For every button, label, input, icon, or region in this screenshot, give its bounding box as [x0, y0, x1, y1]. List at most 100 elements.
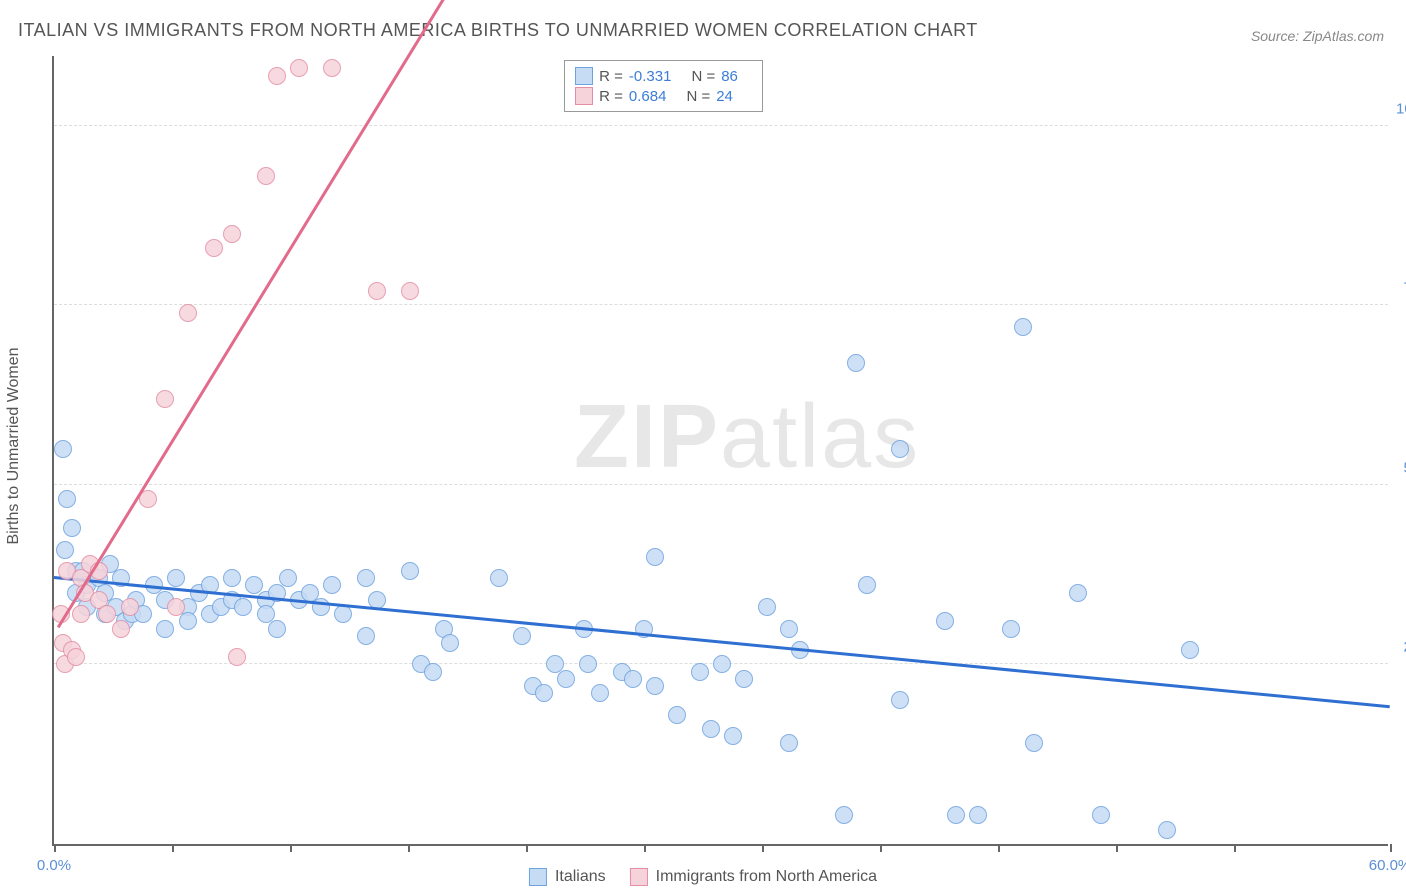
- data-point: [279, 569, 297, 587]
- data-point: [67, 648, 85, 666]
- data-point: [758, 598, 776, 616]
- n-label: N =: [686, 88, 710, 105]
- data-point: [891, 440, 909, 458]
- data-point: [780, 734, 798, 752]
- data-point: [156, 620, 174, 638]
- y-tick-label: 50.0%: [1396, 459, 1406, 476]
- data-point: [1025, 734, 1043, 752]
- x-tick: [644, 844, 646, 852]
- legend-item: Immigrants from North America: [630, 868, 877, 886]
- data-point: [98, 605, 116, 623]
- data-point: [780, 620, 798, 638]
- y-axis-label: Births to Unmarried Women: [5, 347, 23, 544]
- legend-swatch: [529, 868, 547, 886]
- n-value: 86: [721, 68, 738, 85]
- x-tick: [290, 844, 292, 852]
- data-point: [858, 576, 876, 594]
- trend-line: [57, 0, 455, 628]
- data-point: [969, 806, 987, 824]
- x-tick: [408, 844, 410, 852]
- legend-swatch: [575, 87, 593, 105]
- y-tick-label: 100.0%: [1396, 100, 1406, 117]
- data-point: [179, 304, 197, 322]
- legend-label: Immigrants from North America: [656, 868, 877, 886]
- data-point: [121, 598, 139, 616]
- data-point: [257, 167, 275, 185]
- r-value: 0.684: [629, 88, 667, 105]
- data-point: [535, 684, 553, 702]
- legend-stats: R =-0.331N =86R =0.684N =24: [564, 60, 763, 112]
- watermark: ZIPatlas: [574, 386, 920, 489]
- r-value: -0.331: [629, 68, 672, 85]
- data-point: [713, 655, 731, 673]
- data-point: [624, 670, 642, 688]
- legend-item: Italians: [529, 868, 606, 886]
- data-point: [1158, 821, 1176, 839]
- data-point: [401, 282, 419, 300]
- data-point: [223, 569, 241, 587]
- data-point: [357, 569, 375, 587]
- legend-swatch: [575, 67, 593, 85]
- x-tick-label: 0.0%: [37, 857, 71, 874]
- data-point: [228, 648, 246, 666]
- data-point: [936, 612, 954, 630]
- chart-container: ITALIAN VS IMMIGRANTS FROM NORTH AMERICA…: [0, 0, 1406, 892]
- data-point: [323, 576, 341, 594]
- data-point: [668, 706, 686, 724]
- x-tick: [526, 844, 528, 852]
- data-point: [835, 806, 853, 824]
- data-point: [223, 225, 241, 243]
- x-tick: [1390, 844, 1392, 852]
- data-point: [891, 691, 909, 709]
- data-point: [268, 67, 286, 85]
- data-point: [646, 548, 664, 566]
- x-tick: [880, 844, 882, 852]
- data-point: [72, 605, 90, 623]
- n-label: N =: [691, 68, 715, 85]
- data-point: [323, 59, 341, 77]
- data-point: [702, 720, 720, 738]
- x-tick: [998, 844, 1000, 852]
- data-point: [156, 390, 174, 408]
- data-point: [205, 239, 223, 257]
- n-value: 24: [716, 88, 733, 105]
- data-point: [268, 620, 286, 638]
- data-point: [167, 569, 185, 587]
- data-point: [58, 490, 76, 508]
- x-tick-label: 60.0%: [1369, 857, 1406, 874]
- r-label: R =: [599, 68, 623, 85]
- data-point: [63, 519, 81, 537]
- data-point: [591, 684, 609, 702]
- gridline: [54, 125, 1388, 126]
- y-tick-label: 25.0%: [1396, 639, 1406, 656]
- x-tick: [1116, 844, 1118, 852]
- data-point: [368, 282, 386, 300]
- data-point: [167, 598, 185, 616]
- data-point: [847, 354, 865, 372]
- legend-label: Italians: [555, 868, 606, 886]
- data-point: [334, 605, 352, 623]
- data-point: [735, 670, 753, 688]
- data-point: [1092, 806, 1110, 824]
- x-tick: [1234, 844, 1236, 852]
- legend-swatch: [630, 868, 648, 886]
- data-point: [557, 670, 575, 688]
- data-point: [691, 663, 709, 681]
- data-point: [54, 440, 72, 458]
- data-point: [1181, 641, 1199, 659]
- gridline: [54, 484, 1388, 485]
- legend-stats-row: R = 0.684 N = 24: [575, 87, 752, 105]
- data-point: [1014, 318, 1032, 336]
- legend-stats-row: R = -0.331 N = 86: [575, 67, 752, 85]
- x-tick: [54, 844, 56, 852]
- data-point: [401, 562, 419, 580]
- data-point: [724, 727, 742, 745]
- r-label: R =: [599, 88, 623, 105]
- data-point: [56, 541, 74, 559]
- data-point: [1002, 620, 1020, 638]
- source-attribution: Source: ZipAtlas.com: [1251, 28, 1384, 44]
- data-point: [646, 677, 664, 695]
- data-point: [441, 634, 459, 652]
- data-point: [290, 59, 308, 77]
- data-point: [490, 569, 508, 587]
